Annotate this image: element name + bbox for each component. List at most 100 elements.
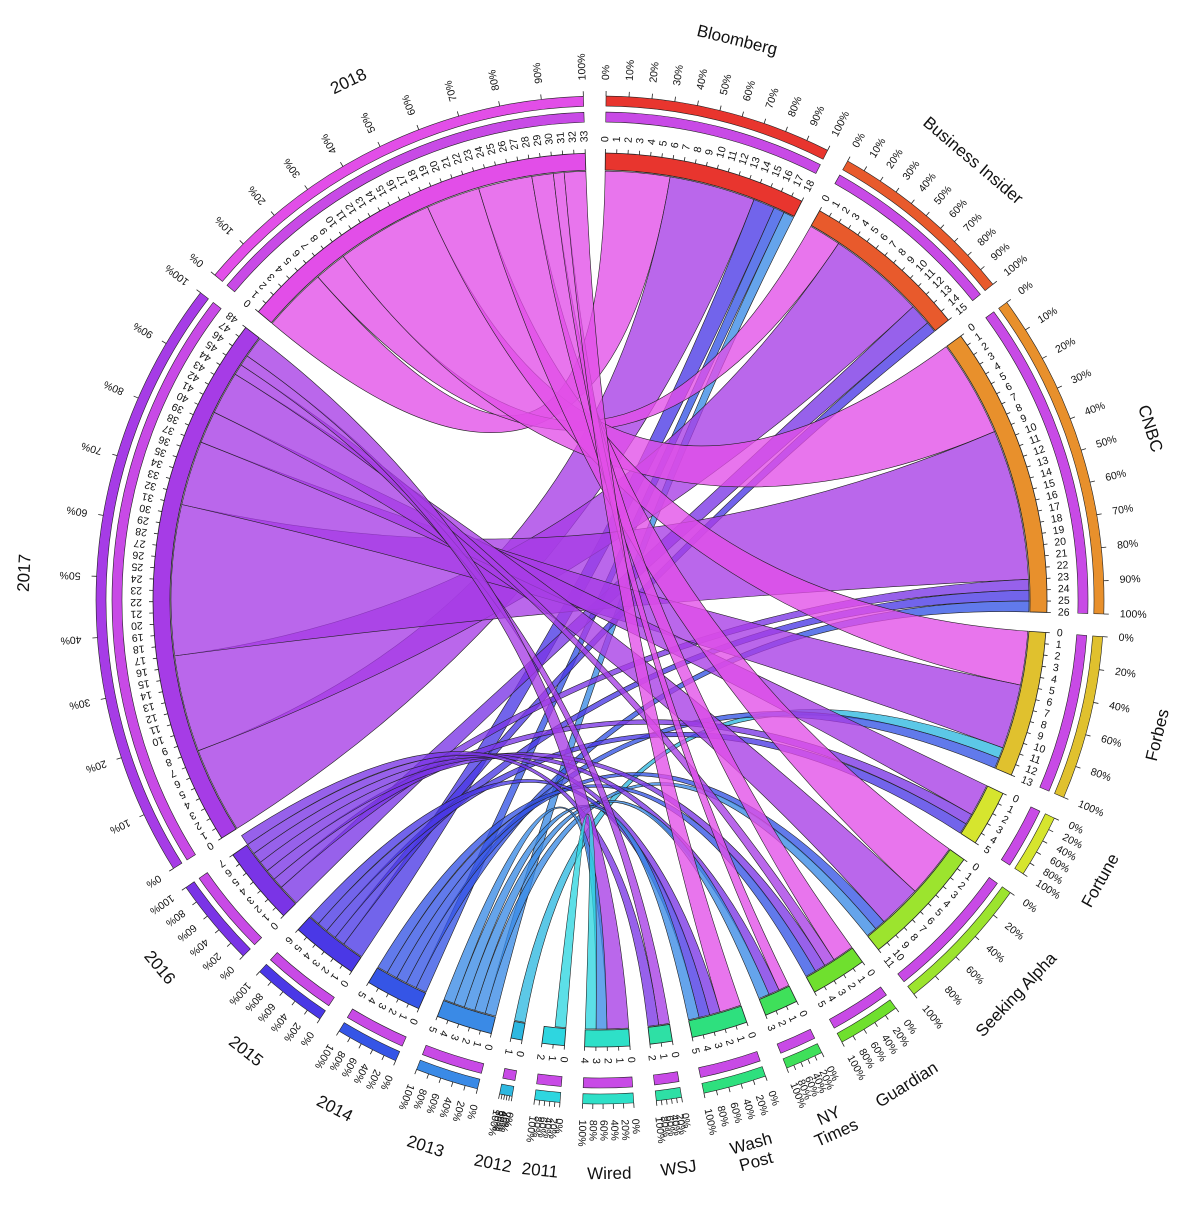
percent-tick-mark (828, 146, 830, 150)
tick-mark (967, 343, 970, 345)
percent-tick-mark (815, 1056, 817, 1061)
percent-tick-mark (794, 1065, 796, 1070)
tick-mark (164, 714, 168, 715)
percent-label: 20% (1053, 335, 1077, 356)
tick-mark (398, 197, 400, 201)
tick-mark (349, 226, 351, 229)
percent-label: 60% (66, 503, 89, 518)
percent-tick-mark (427, 1074, 429, 1079)
percent-tick-mark (501, 1094, 502, 1099)
tick-mark (528, 155, 529, 159)
percent-tick-mark (672, 1099, 673, 1104)
ribbon-wired-to-2011 (555, 814, 596, 1029)
tick-label: 2 (645, 1054, 658, 1061)
tick-mark (236, 334, 239, 336)
percent-tick-mark (370, 1050, 372, 1054)
tick-mark (270, 292, 273, 295)
percent-label: 100% (829, 109, 852, 138)
percent-label: 0% (217, 963, 236, 982)
percent-label: 100% (485, 1108, 502, 1137)
percent-tick-mark (101, 698, 106, 699)
percent-tick-mark (1093, 702, 1098, 703)
percent-tick-mark (896, 1008, 899, 1012)
tick-mark (378, 207, 380, 210)
tick-mark (786, 1006, 788, 1010)
tick-mark (750, 175, 751, 179)
percent-tick-mark (652, 94, 653, 99)
tick-label: 1 (1055, 639, 1062, 652)
segment-name-guardian: Guardian (872, 1058, 941, 1111)
tick-mark (257, 891, 260, 894)
percent-tick-mark (1023, 874, 1027, 877)
percent-label: 90% (808, 104, 828, 128)
tick-label: 4 (578, 1058, 590, 1064)
segment-wired (585, 1029, 630, 1047)
tick-mark (910, 275, 913, 278)
segment-name-seeking-alpha: Seeking Alpha (972, 949, 1061, 1041)
tick-mark (820, 207, 822, 210)
tick-mark (154, 533, 158, 534)
percent-tick-mark (382, 1055, 384, 1060)
tick-label: 23 (130, 584, 142, 596)
percent-tick-mark (541, 94, 542, 99)
tick-mark (1023, 743, 1027, 744)
percent-label: 80% (1117, 538, 1139, 552)
percent-tick-mark (786, 127, 788, 132)
percent-tick-mark (304, 1010, 307, 1014)
tick-mark (941, 309, 944, 312)
percent-label: 100% (1076, 798, 1105, 820)
tick-mark (1002, 402, 1006, 404)
tick-label: 1 (611, 136, 623, 142)
percent-tick-mark (875, 1022, 878, 1026)
tick-mark (975, 843, 978, 845)
percent-tick-mark (417, 125, 419, 130)
tick-mark (950, 878, 953, 880)
tick-mark (736, 1026, 737, 1030)
tick-label: 0 (557, 1056, 569, 1063)
percent-label: 80% (163, 907, 187, 929)
percent-tick-mark (1025, 327, 1029, 330)
tick-mark (1019, 444, 1023, 445)
segment-name-2015: 2015 (225, 1032, 266, 1070)
tick-mark (177, 445, 181, 446)
tick-mark (1027, 466, 1031, 467)
percent-tick-mark (1057, 386, 1062, 388)
tick-mark (185, 424, 189, 426)
percent-tick-mark (271, 212, 274, 216)
percent-tick-mark (1030, 863, 1034, 866)
tick-mark (490, 1034, 491, 1038)
percent-tick-mark (956, 957, 960, 961)
percent-tick-mark (544, 1101, 545, 1106)
tick-label: 5 (426, 1024, 439, 1034)
tick-label: 5 (689, 1047, 702, 1055)
tick-mark (844, 975, 846, 978)
percent-ring-wsj (655, 1087, 681, 1100)
tick-mark (695, 159, 696, 163)
tick-mark (472, 167, 473, 171)
percent-tick-mark (464, 1086, 465, 1091)
tick-label: 3 (590, 1058, 602, 1064)
percent-label: 0% (1118, 632, 1134, 645)
percent-label: 40% (1083, 400, 1107, 419)
percent-label: 40% (1108, 700, 1131, 716)
percent-label: 70% (80, 440, 104, 458)
percent-label: 0% (850, 131, 868, 150)
tick-mark (887, 943, 890, 946)
ribbons-layer (171, 171, 1029, 1029)
percent-tick-mark (848, 157, 850, 161)
tick-mark (368, 213, 370, 216)
tick-label: 33 (578, 130, 590, 142)
tick-mark (156, 681, 160, 682)
tick-mark (991, 382, 995, 384)
percent-label: 60% (175, 922, 199, 945)
tick-mark (278, 284, 281, 287)
tick-mark (166, 477, 170, 478)
percent-tick-mark (742, 112, 743, 117)
percent-label: 80% (1089, 766, 1113, 784)
tick-mark (207, 819, 210, 821)
percent-tick-mark (885, 1015, 888, 1019)
percent-ring-wired (583, 1093, 634, 1104)
percent-label: 50% (718, 73, 735, 96)
tick-mark (1007, 412, 1011, 414)
percent-tick-mark (954, 238, 958, 242)
